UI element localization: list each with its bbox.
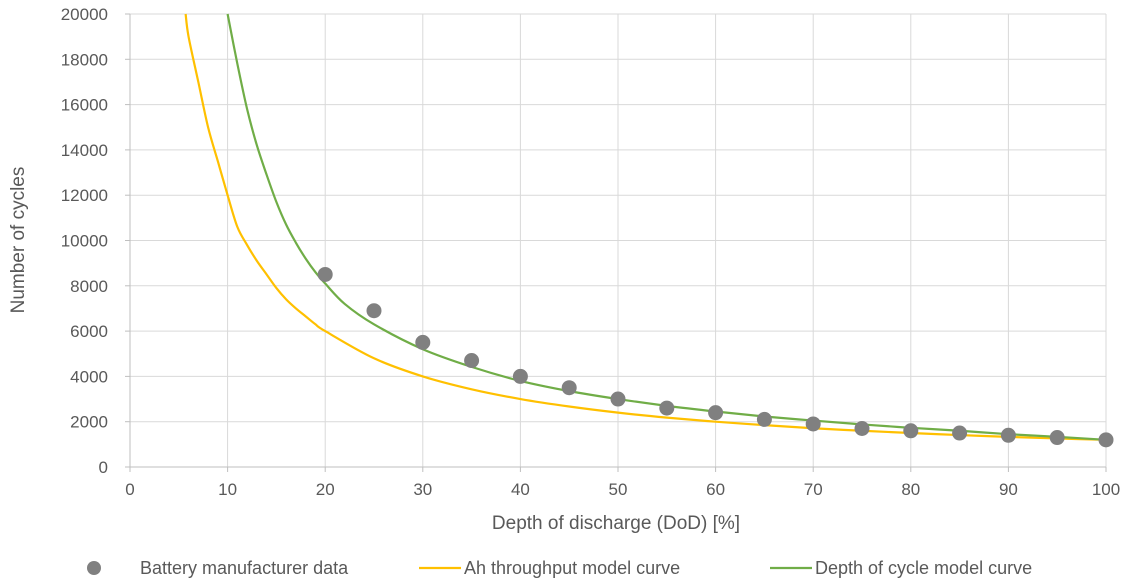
data-point xyxy=(1098,432,1114,448)
legend-label-depth-of-cycle: Depth of cycle model curve xyxy=(815,558,1032,578)
data-point xyxy=(1000,427,1016,443)
data-point xyxy=(1049,430,1065,446)
y-tick-label: 2000 xyxy=(70,413,108,432)
data-point xyxy=(366,303,382,319)
data-point xyxy=(610,391,626,407)
data-point xyxy=(512,368,528,384)
y-tick-label: 10000 xyxy=(61,232,108,251)
x-tick-label: 60 xyxy=(706,480,725,499)
x-tick-label: 100 xyxy=(1092,480,1120,499)
data-point xyxy=(854,420,870,436)
data-point xyxy=(317,266,333,282)
x-tick-label: 80 xyxy=(901,480,920,499)
x-tick-label: 90 xyxy=(999,480,1018,499)
y-tick-label: 6000 xyxy=(70,322,108,341)
x-tick-label: 40 xyxy=(511,480,530,499)
legend-label-manufacturer-data: Battery manufacturer data xyxy=(140,558,349,578)
y-tick-label: 16000 xyxy=(61,96,108,115)
data-point xyxy=(708,405,724,421)
y-tick-label: 14000 xyxy=(61,141,108,160)
x-axis-title: Depth of discharge (DoD) [%] xyxy=(492,513,740,534)
data-point xyxy=(952,425,968,441)
y-axis-title: Number of cycles xyxy=(8,167,29,314)
y-tick-label: 4000 xyxy=(70,367,108,386)
x-tick-label: 0 xyxy=(125,480,134,499)
y-tick-label: 8000 xyxy=(70,277,108,296)
series-line-depth-of-cycle-model-curve xyxy=(226,13,1107,441)
y-tick-label: 20000 xyxy=(61,5,108,24)
tick-layer: 0 10 20 30 40 50 60 70 80 90 100 0 2000 4000 6000 8000 1… xyxy=(61,5,1120,499)
data-point xyxy=(756,411,772,427)
data-point xyxy=(805,416,821,432)
data-point xyxy=(415,334,431,350)
legend-label-ah-throughput: Ah throughput model curve xyxy=(464,558,680,578)
legend-marker-manufacturer-data xyxy=(87,561,101,575)
data-point xyxy=(659,400,675,416)
data-point xyxy=(561,380,577,396)
y-tick-label: 0 xyxy=(99,458,108,477)
y-tick-label: 12000 xyxy=(61,186,108,205)
x-tick-label: 70 xyxy=(804,480,823,499)
y-tick-label: 18000 xyxy=(61,50,108,69)
legend: Battery manufacturer data Ah throughput … xyxy=(87,558,1032,578)
x-tick-label: 50 xyxy=(609,480,628,499)
series-layer xyxy=(184,13,1114,448)
grid-layer xyxy=(125,13,1107,472)
x-tick-label: 20 xyxy=(316,480,335,499)
data-point xyxy=(464,353,480,369)
data-point xyxy=(903,423,919,439)
x-tick-label: 30 xyxy=(413,480,432,499)
x-tick-label: 10 xyxy=(218,480,237,499)
